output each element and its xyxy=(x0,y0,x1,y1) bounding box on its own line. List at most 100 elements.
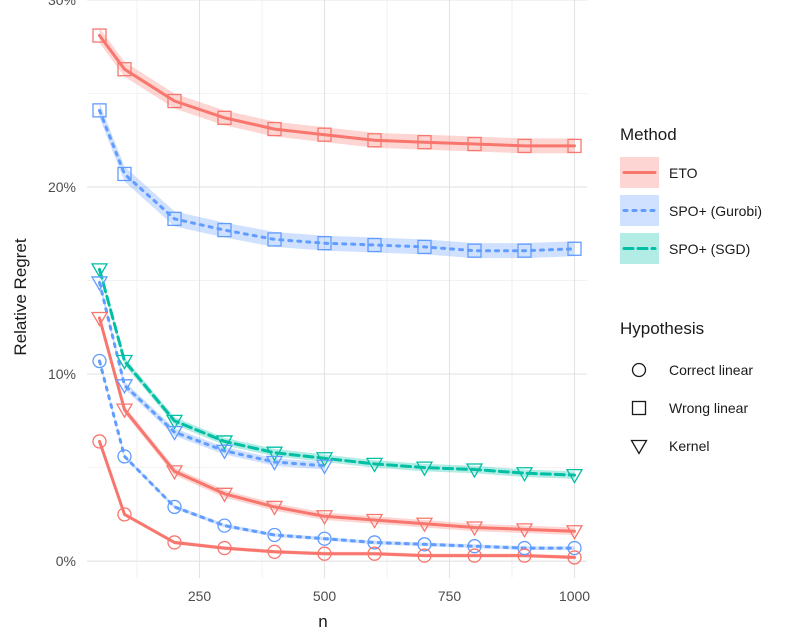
square-marker xyxy=(517,138,532,154)
x-tick-label: 1000 xyxy=(559,588,590,604)
square-marker xyxy=(567,138,582,154)
circle-marker xyxy=(92,434,107,449)
square-marker xyxy=(117,166,132,182)
square-marker xyxy=(517,243,532,258)
triangle-marker xyxy=(365,457,384,473)
circle-marker xyxy=(117,507,132,522)
legend-hypothesis-title: Hypothesis xyxy=(620,319,704,338)
square-marker xyxy=(217,110,232,125)
square-marker xyxy=(467,136,482,152)
series-line xyxy=(98,108,576,253)
square-marker xyxy=(317,127,332,142)
legend-label-gurobi: SPO+ (Gurobi) xyxy=(669,203,762,219)
triangle-marker xyxy=(90,276,109,292)
legend: Method Hypothesis ETO SPO+ (Gurobi) SPO+ (… xyxy=(620,125,762,455)
circle-marker xyxy=(417,548,432,563)
confidence-band xyxy=(99,102,575,259)
triangle-marker xyxy=(265,500,284,516)
square-marker xyxy=(567,241,582,256)
triangle-marker xyxy=(215,487,234,503)
square-marker xyxy=(367,133,382,148)
circle-marker xyxy=(317,531,332,546)
series-line xyxy=(98,267,576,477)
triangle-marker xyxy=(515,467,534,483)
y-axis-title: Relative Regret xyxy=(11,238,30,355)
legend-label-circle: Correct linear xyxy=(669,362,753,378)
triangle-marker xyxy=(415,517,434,533)
circle-marker xyxy=(317,546,332,561)
square-marker xyxy=(367,237,382,253)
circle-marker xyxy=(517,548,532,563)
x-tick-label: 250 xyxy=(188,588,212,604)
triangle-marker xyxy=(565,525,584,541)
triangle-marker xyxy=(115,403,134,419)
series-line xyxy=(98,281,326,468)
circle-marker xyxy=(117,449,132,464)
circle-marker xyxy=(467,539,482,554)
square-marker xyxy=(417,135,432,150)
triangle-marker xyxy=(215,444,234,460)
triangle-marker xyxy=(265,446,284,462)
circle-marker xyxy=(467,548,482,563)
square-marker xyxy=(92,103,107,118)
axis-label-layer: 0% 10% 20% 30% 250 500 750 1000 xyxy=(48,0,590,604)
circle-marker xyxy=(267,544,282,559)
legend-label-triangle: Kernel xyxy=(669,438,709,454)
square-marker xyxy=(117,62,132,77)
series-line xyxy=(98,359,576,550)
legend-label-eto: ETO xyxy=(669,165,698,181)
triangle-marker xyxy=(165,465,184,481)
circle-marker xyxy=(567,540,582,556)
legend-method-title: Method xyxy=(620,125,677,144)
square-marker xyxy=(467,243,482,258)
series-point-layer xyxy=(90,28,584,565)
triangle-marker xyxy=(115,379,134,395)
series-line xyxy=(98,316,576,533)
circle-marker xyxy=(367,535,382,550)
circle-marker xyxy=(92,353,107,369)
triangle-marker xyxy=(465,521,484,537)
triangle-marker xyxy=(315,459,334,475)
series-line-layer xyxy=(98,34,576,559)
triangle-marker xyxy=(415,461,434,477)
x-axis-title: n xyxy=(318,612,327,631)
triangle-marker xyxy=(215,435,234,451)
triangle-marker xyxy=(315,452,334,468)
x-tick-label: 500 xyxy=(313,588,337,604)
square-marker xyxy=(167,93,182,109)
square-marker xyxy=(631,400,647,416)
circle-marker xyxy=(417,537,432,552)
confidence-band xyxy=(99,265,575,479)
triangle-marker xyxy=(465,463,484,479)
series-line xyxy=(98,34,576,148)
circle-marker xyxy=(631,362,647,378)
triangle-marker xyxy=(630,439,648,455)
triangle-marker xyxy=(90,311,109,327)
triangle-marker xyxy=(315,510,334,526)
circle-marker xyxy=(217,518,232,533)
y-tick-label: 10% xyxy=(48,366,76,382)
confidence-band xyxy=(99,28,575,154)
triangle-marker xyxy=(165,425,184,441)
y-tick-label: 30% xyxy=(48,0,76,8)
triangle-marker xyxy=(90,263,109,279)
y-tick-label: 20% xyxy=(48,179,76,195)
legend-label-square: Wrong linear xyxy=(669,400,748,416)
circle-marker xyxy=(267,527,282,543)
circle-marker xyxy=(167,499,182,515)
legend-items: ETO SPO+ (Gurobi) SPO+ (SGD) Correct linear… xyxy=(620,157,762,455)
series-line xyxy=(98,439,576,559)
triangle-marker xyxy=(265,455,284,471)
triangle-marker xyxy=(165,414,184,430)
y-tick-label: 0% xyxy=(56,553,76,569)
square-marker xyxy=(317,236,332,251)
triangle-marker xyxy=(515,523,534,539)
circle-marker xyxy=(567,550,582,565)
x-tick-label: 750 xyxy=(438,588,462,604)
circle-marker xyxy=(367,546,382,561)
square-marker xyxy=(267,121,282,137)
triangle-marker xyxy=(115,354,134,370)
square-marker xyxy=(167,211,182,227)
square-marker xyxy=(267,232,282,247)
